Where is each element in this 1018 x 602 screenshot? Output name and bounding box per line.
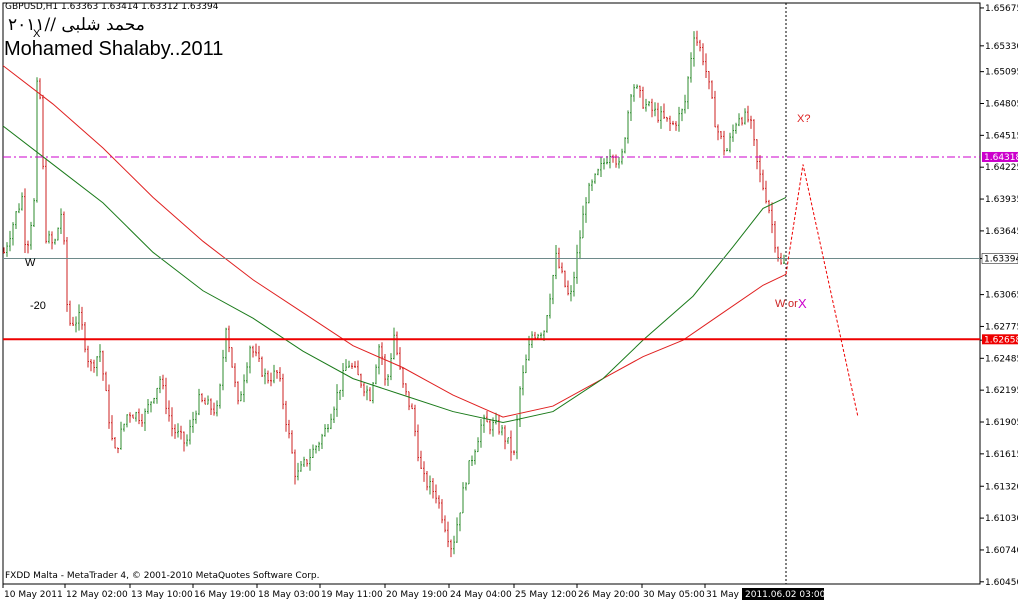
author-english: Mohamed Shalaby..2011 <box>4 38 224 60</box>
current-price-tag-bg <box>981 253 1018 264</box>
y-tick-label: 1.65095 <box>985 68 1018 78</box>
wave-label-or: or <box>788 298 798 310</box>
projection-line <box>785 164 859 418</box>
x-tick-label: 25 May 12:00 <box>515 590 577 600</box>
wave-label-x-top: X <box>33 28 41 40</box>
cursor-time-tag: 2011.06.02 03:00 <box>745 590 826 600</box>
moving-average-red <box>2 65 787 418</box>
y-tick-label: 1.60450 <box>985 578 1018 588</box>
y-tick-label: 1.62775 <box>985 322 1018 332</box>
wave-label-w-right: W <box>775 298 786 310</box>
y-tick-label: 1.65330 <box>985 42 1018 52</box>
y-tick-label: 1.62195 <box>985 386 1018 396</box>
x-tick-label: 10 May 2011 <box>4 590 63 600</box>
y-tick-label: 1.64805 <box>985 99 1018 109</box>
current-price-tag: 1.63394 <box>984 254 1018 264</box>
y-tick-label: 1.60740 <box>985 546 1018 556</box>
x-tick-label: 19 May 11:00 <box>321 590 383 600</box>
plot-frame <box>2 2 981 585</box>
y-tick-label: 1.63935 <box>985 195 1018 205</box>
x-tick-label: 31 May <box>706 590 740 600</box>
y-tick-label: 1.61030 <box>985 514 1018 524</box>
cursor-time-tag-bg <box>742 588 824 600</box>
wave-label-x-question: X? <box>797 113 811 125</box>
y-tick-label: 1.65675 <box>985 4 1018 14</box>
symbol-header: GBPUSD,H1 1.63363 1.63414 1.63312 1.6339… <box>5 2 219 12</box>
x-tick-label: 12 May 02:00 <box>66 590 128 600</box>
x-tick-label: 16 May 19:00 <box>194 590 256 600</box>
copyright-text: FXDD Malta - MetaTrader 4, © 2001-2010 M… <box>5 571 320 581</box>
resistance-price-tag-bg <box>982 151 1018 162</box>
wave-label-x-right: X <box>798 296 807 311</box>
y-tick-label: 1.61320 <box>985 482 1018 492</box>
x-tick-label: 18 May 03:00 <box>258 590 320 600</box>
support-price-tag: 1.62658 <box>984 335 1018 345</box>
x-tick-label: 26 May 20:00 <box>578 590 640 600</box>
support-price-tag-bg <box>982 334 1018 345</box>
x-tick-label: 13 May 10:00 <box>131 590 193 600</box>
wave-label-w-left: W <box>25 257 36 269</box>
resistance-price-tag: 1.64318 <box>984 153 1018 163</box>
moving-average-green <box>2 125 787 424</box>
x-tick-label: 24 May 04:00 <box>450 590 512 600</box>
wave-label-minus20: -20 <box>30 300 46 312</box>
y-tick-label: 1.61905 <box>985 418 1018 428</box>
x-tick-label: 20 May 19:00 <box>386 590 448 600</box>
y-tick-label: 1.63645 <box>985 227 1018 237</box>
y-tick-label: 1.63065 <box>985 291 1018 301</box>
y-tick-label: 1.64515 <box>985 131 1018 141</box>
y-tick-label: 1.61615 <box>985 450 1018 460</box>
author-arabic: محمد شلبى //٢٠١١ <box>8 15 145 35</box>
x-tick-label: 30 May 05:00 <box>643 590 705 600</box>
y-tick-label: 1.64225 <box>985 163 1018 173</box>
y-tick-label: 1.62485 <box>985 354 1018 364</box>
